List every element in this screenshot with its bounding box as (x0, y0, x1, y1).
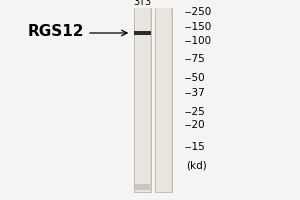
Text: --37: --37 (184, 88, 205, 98)
Bar (134, 31, 151, 35)
Text: --100: --100 (184, 36, 212, 46)
Text: --50: --50 (184, 73, 205, 83)
Text: --150: --150 (184, 22, 212, 32)
Text: (kd): (kd) (186, 160, 207, 170)
Text: --15: --15 (184, 142, 205, 152)
Bar (135, 184, 150, 190)
Text: RGS12: RGS12 (28, 23, 84, 38)
Bar (136, 8, 149, 192)
Bar (155, 8, 172, 192)
Text: --25: --25 (184, 107, 205, 117)
Bar (134, 8, 151, 192)
Text: --20: --20 (184, 120, 205, 130)
Text: --75: --75 (184, 54, 205, 64)
Text: --250: --250 (184, 7, 212, 17)
Bar (157, 8, 171, 192)
Text: 3T3: 3T3 (134, 0, 152, 7)
